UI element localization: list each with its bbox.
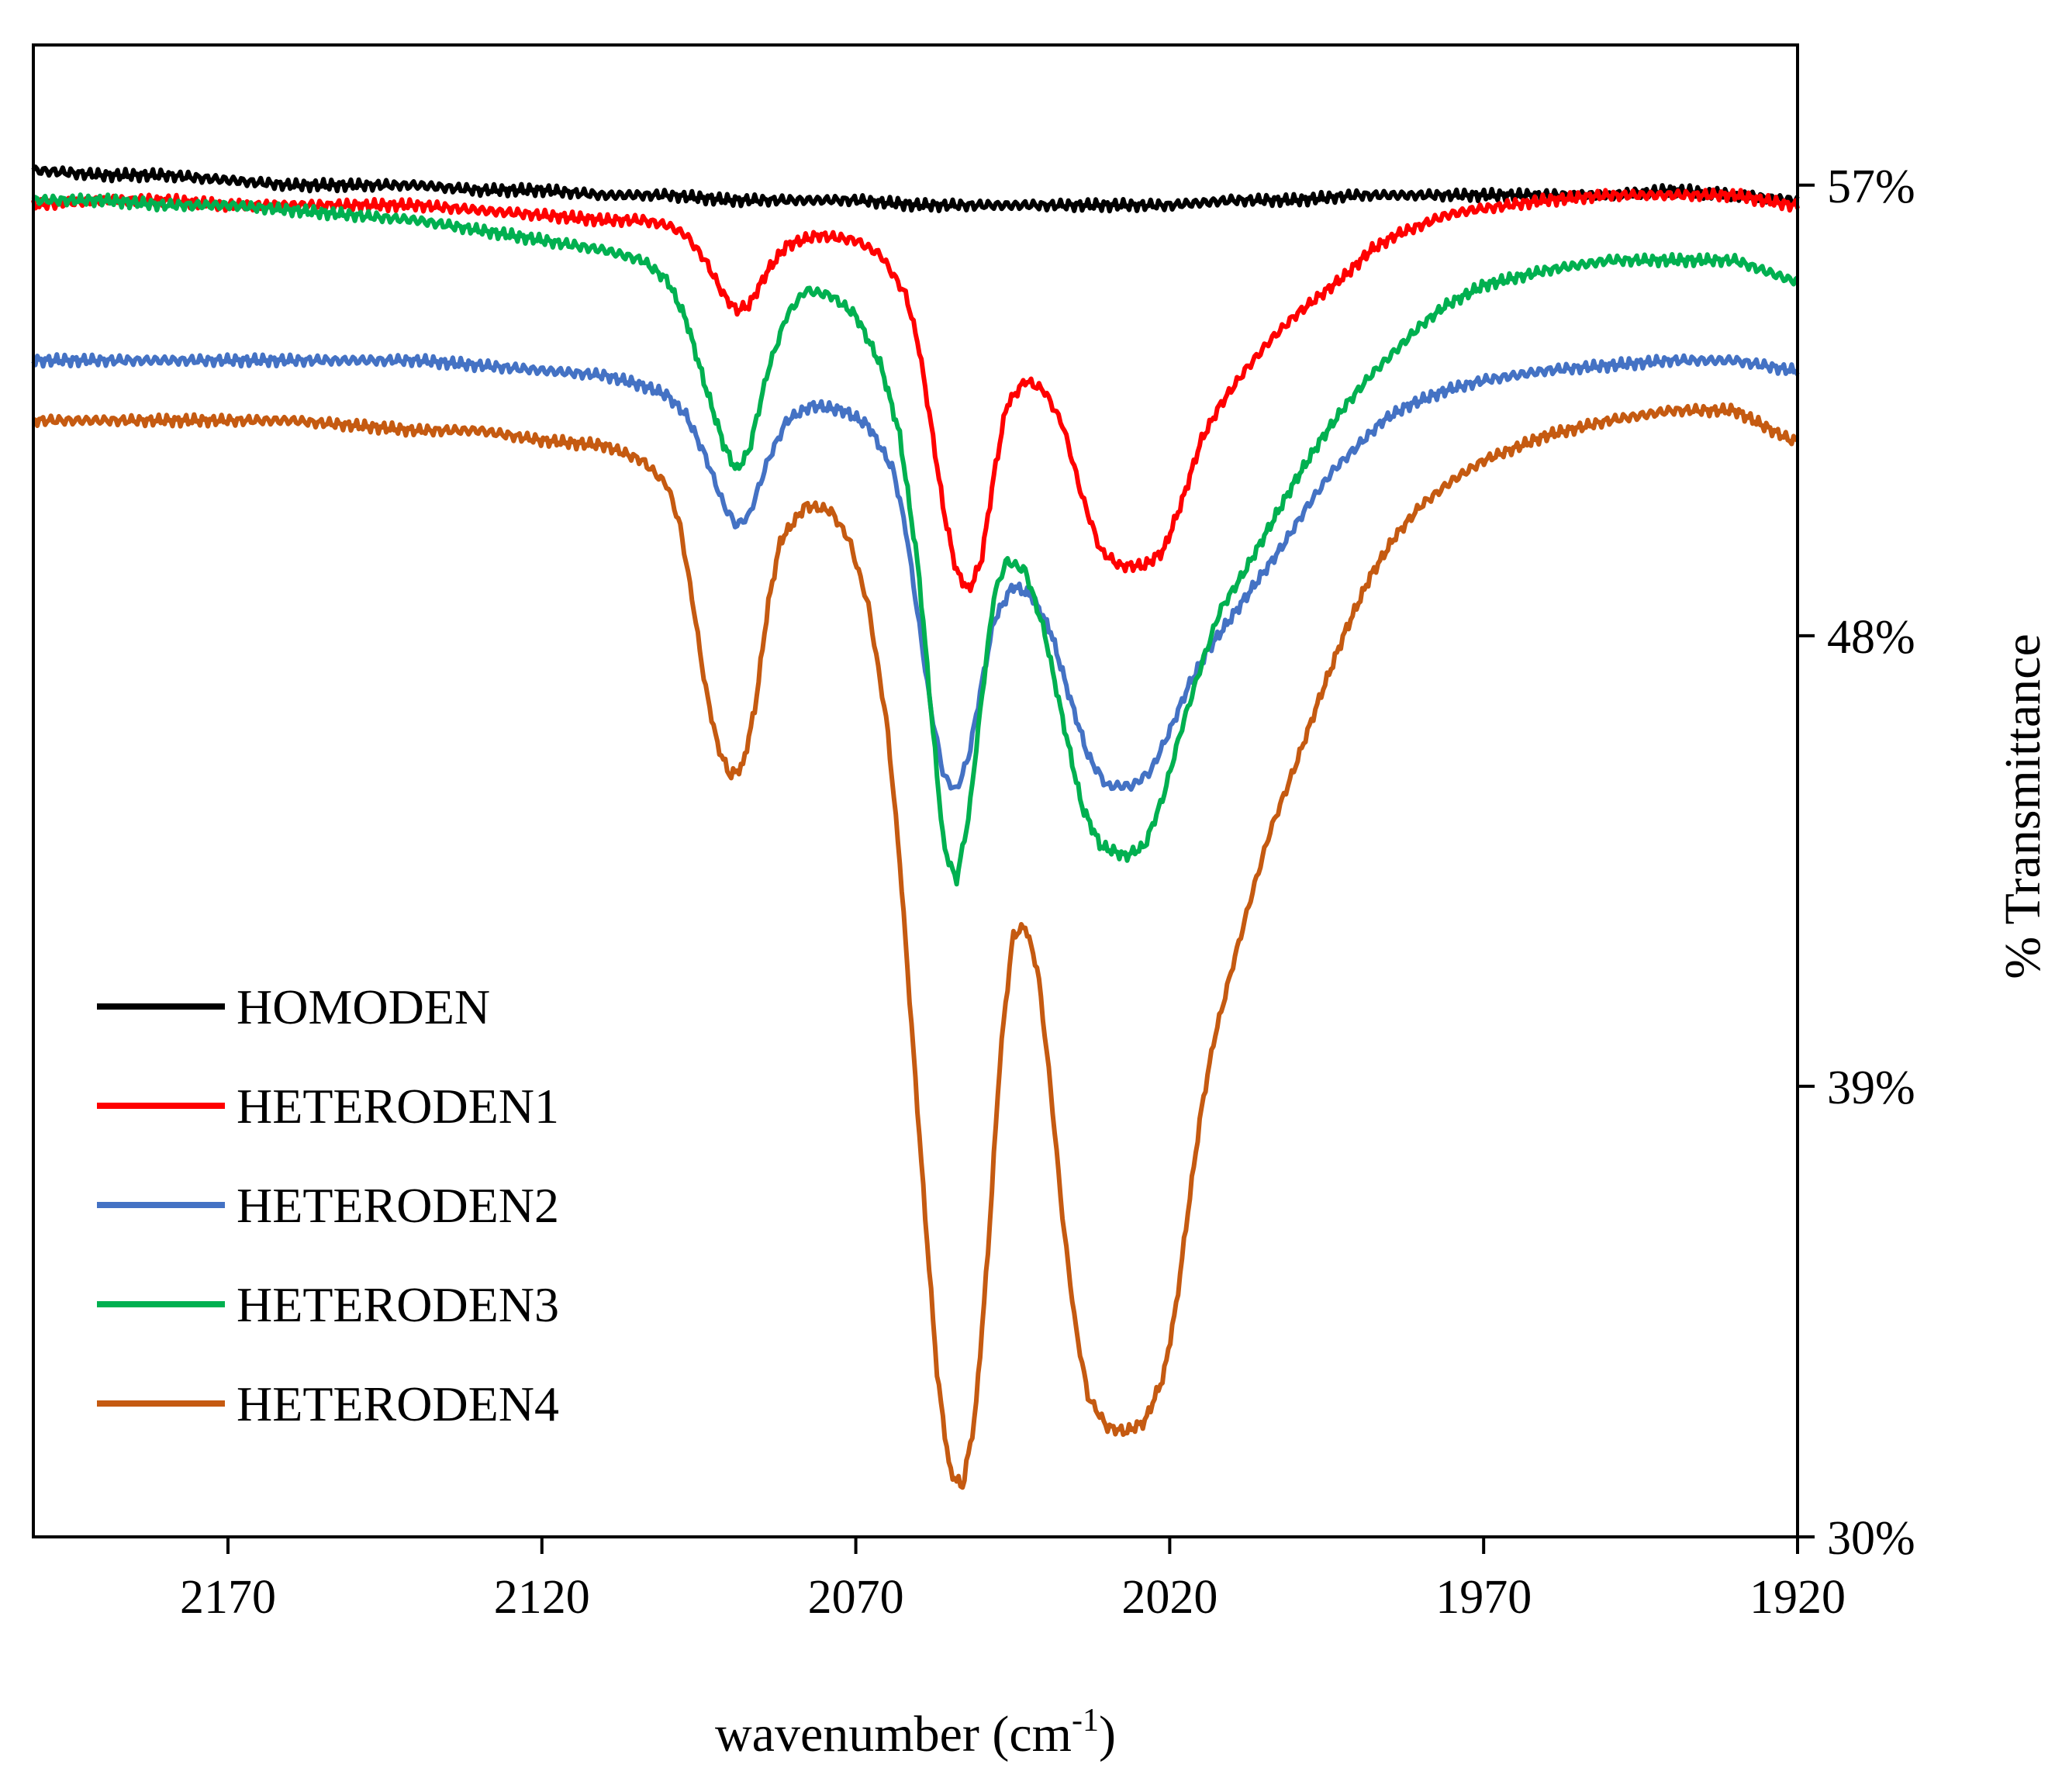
series-line-heteroden4 [33,402,1799,1490]
plot-lines [31,164,1800,1490]
x-tick-label-2120: 2120 [494,1571,590,1624]
y-tick-label-48: 48% [1827,611,1915,664]
x-axis-title-main: wavenumber (cm [715,1706,1072,1763]
y-axis: 30% 39% 48% 57% [1798,161,1915,1565]
legend-label-heteroden2: HETERODEN2 [237,1178,559,1233]
y-tick-label-57: 57% [1827,161,1915,213]
x-axis-title-suffix: ) [1099,1706,1116,1763]
legend: HOMODEN HETERODEN1 HETERODEN2 HETERODEN3 HET… [97,979,559,1431]
x-axis-title-superscript: -1 [1072,1703,1099,1738]
y-axis-title: % Transmittance [1995,634,2051,979]
series-line-homoden [31,164,1800,214]
x-axis-title: wavenumber (cm-1) [715,1703,1116,1763]
series-line-heteroden1 [31,187,1800,593]
x-tick-label-2070: 2070 [808,1571,904,1624]
x-tick-label-2170: 2170 [180,1571,276,1624]
x-tick-label-2020: 2020 [1121,1571,1218,1624]
x-tick-label-1970: 1970 [1435,1571,1532,1624]
x-tick-label-1920: 1920 [1749,1571,1846,1624]
legend-label-homoden: HOMODEN [237,979,490,1034]
legend-label-heteroden1: HETERODEN1 [237,1079,559,1134]
series-line-heteroden2 [31,352,1800,792]
y-tick-label-39: 39% [1827,1062,1915,1114]
legend-label-heteroden3: HETERODEN3 [237,1277,559,1332]
legend-label-heteroden4: HETERODEN4 [237,1376,559,1431]
plot-frame [32,43,1799,1538]
y-tick-label-30: 30% [1827,1512,1915,1565]
x-axis: 2170 2120 2070 2020 1970 1920 [180,1537,1846,1624]
series-line-heteroden3 [31,192,1799,887]
